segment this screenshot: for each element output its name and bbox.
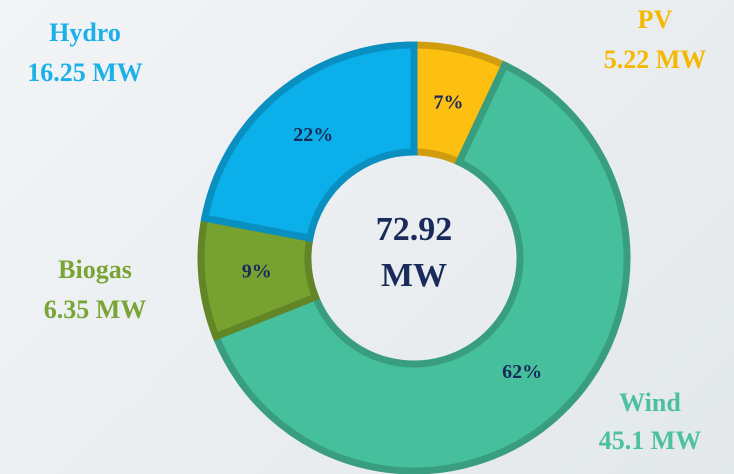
- slice-power: 5.22 MW: [604, 45, 707, 74]
- center-unit: MW: [381, 257, 447, 294]
- slice-power: 45.1 MW: [599, 426, 702, 455]
- center-value: 72.92: [376, 211, 453, 248]
- slice-name: Biogas: [58, 255, 132, 284]
- percent-label: 62%: [502, 361, 542, 383]
- percent-label: 7%: [433, 91, 463, 113]
- slice-name: PV: [638, 5, 673, 34]
- percent-label: 9%: [242, 260, 272, 282]
- slice-power: 6.35 MW: [44, 295, 147, 324]
- slice-name: Wind: [619, 388, 681, 417]
- percent-label: 22%: [293, 124, 333, 146]
- donut-slice: [200, 41, 418, 243]
- slice-name: Hydro: [49, 18, 121, 47]
- donut-slice: [211, 60, 631, 474]
- slice-power: 16.25 MW: [27, 58, 143, 87]
